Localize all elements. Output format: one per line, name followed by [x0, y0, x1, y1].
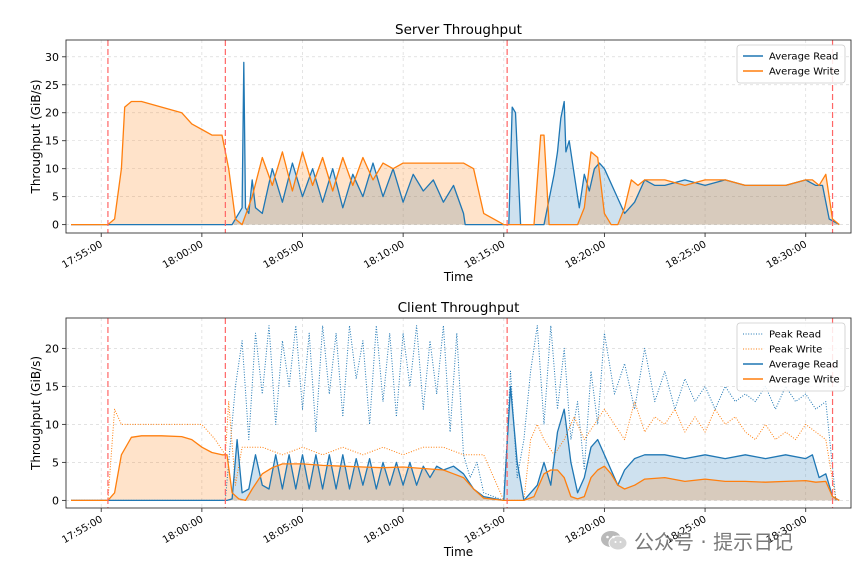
y-tick-label: 20: [45, 342, 59, 355]
series-line-average-read: [71, 61, 840, 226]
wechat-logo-icon: [601, 530, 628, 550]
y-tick-label: 20: [45, 107, 59, 120]
legend-label: Peak Read: [769, 330, 821, 341]
x-tick-label: 18:10:00: [362, 514, 406, 546]
legend-label: Average Write: [769, 67, 840, 78]
series-line-average-write: [71, 100, 840, 226]
legend-label: Peak Write: [769, 345, 822, 356]
series-line-average-write: [71, 435, 840, 502]
x-tick-label: 18:10:00: [362, 239, 406, 271]
legend-label: Average Read: [769, 360, 838, 371]
series-line-average-read: [71, 385, 840, 502]
x-tick-label: 18:05:00: [262, 239, 306, 271]
y-tick-label: 25: [45, 79, 59, 92]
plot-frame: [65, 317, 852, 509]
legend: Average Read Average Write: [736, 44, 846, 84]
y-tick-label: 10: [45, 418, 59, 431]
series-line-peak-read: [71, 325, 837, 501]
x-tick-label: 18:15:00: [463, 239, 507, 271]
legend-label: Average Write: [769, 375, 840, 386]
chart-2: 0 5 10 15 20 17:55:00 18:00:00 18:05:00 18:10:00…: [29, 300, 852, 559]
legend-box: [736, 322, 846, 392]
x-tick-label: 18:20:00: [564, 239, 608, 271]
y-tick-label: 10: [45, 163, 59, 176]
x-axis-label: Time: [443, 545, 473, 559]
y-tick-label: 0: [52, 219, 59, 232]
y-tick-label: 0: [52, 494, 59, 507]
chart-title: Server Throughput: [395, 22, 522, 38]
y-tick-label: 15: [45, 380, 59, 393]
y-tick-label: 15: [45, 135, 59, 148]
x-tick-label: 18:05:00: [262, 514, 306, 546]
x-tick-label: 18:25:00: [664, 239, 708, 271]
y-tick-label: 30: [45, 51, 59, 64]
series-line-peak-write: [71, 401, 837, 501]
x-tick-label: 18:15:00: [463, 514, 507, 546]
chart-title: Client Throughput: [398, 300, 520, 316]
x-tick-label: 18:30:00: [765, 239, 809, 271]
area-fill-average-read: [71, 62, 840, 225]
x-tick-label: 17:55:00: [60, 239, 104, 271]
x-tick-label: 18:00:00: [161, 239, 205, 271]
plot-frame: [65, 39, 852, 234]
y-tick-label: 5: [52, 191, 59, 204]
legend-box: [736, 44, 846, 84]
area-fill-average-read: [71, 386, 840, 501]
y-axis-label: Throughput (GiB/s): [29, 79, 43, 194]
x-tick-label: 17:55:00: [60, 514, 104, 546]
area-fill-average-write: [71, 101, 840, 225]
legend-label: Average Read: [769, 52, 838, 63]
y-axis-label: Throughput (GiB/s): [29, 356, 43, 471]
watermark-text: 公众号 · 提示日记: [634, 530, 794, 554]
x-axis-label: Time: [443, 270, 473, 284]
area-fill-average-write: [71, 435, 840, 501]
legend: Peak Read Peak Write Average Read Average W…: [736, 322, 846, 392]
chart-1: 0 5 10 15 20 25 30 17:55:00 18:00:00 18:05:00 18:1…: [29, 22, 852, 284]
x-tick-label: 18:00:00: [161, 514, 205, 546]
watermark: 公众号 · 提示日记: [600, 526, 793, 555]
y-tick-label: 5: [52, 456, 59, 469]
